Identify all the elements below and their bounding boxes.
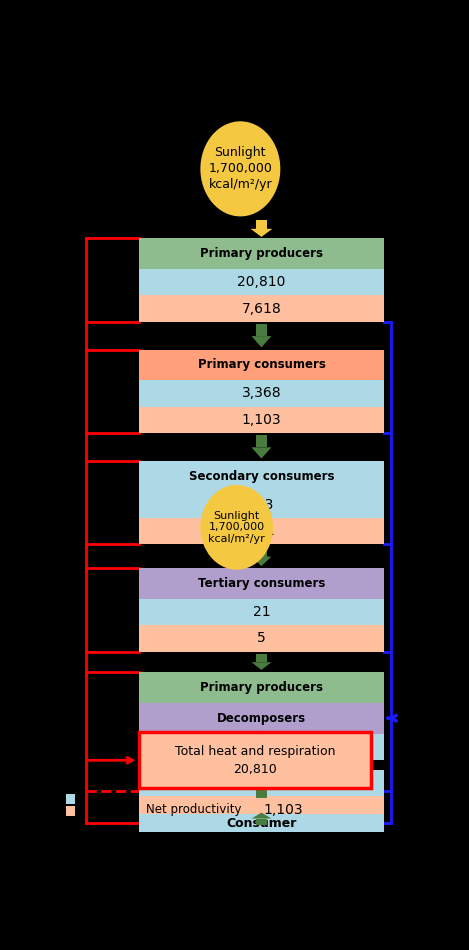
Ellipse shape bbox=[200, 122, 280, 217]
Polygon shape bbox=[251, 730, 272, 763]
Text: Net productivity: Net productivity bbox=[146, 803, 242, 816]
Polygon shape bbox=[251, 662, 272, 670]
FancyBboxPatch shape bbox=[139, 518, 384, 544]
Text: 383: 383 bbox=[248, 498, 275, 512]
Text: Total heat and respiration
20,810: Total heat and respiration 20,810 bbox=[174, 745, 335, 776]
Text: 1,103: 1,103 bbox=[264, 803, 303, 817]
Polygon shape bbox=[251, 336, 272, 348]
Text: Secondary consumers: Secondary consumers bbox=[189, 469, 334, 483]
Text: 111: 111 bbox=[248, 524, 275, 538]
FancyBboxPatch shape bbox=[139, 461, 384, 491]
Polygon shape bbox=[257, 819, 266, 825]
FancyBboxPatch shape bbox=[66, 806, 75, 816]
Text: 7,618: 7,618 bbox=[242, 301, 281, 315]
Text: 3,368: 3,368 bbox=[242, 387, 281, 401]
FancyBboxPatch shape bbox=[139, 814, 384, 832]
FancyBboxPatch shape bbox=[139, 770, 384, 796]
Text: Primary producers: Primary producers bbox=[200, 681, 323, 694]
FancyBboxPatch shape bbox=[139, 350, 384, 380]
Polygon shape bbox=[257, 324, 266, 336]
FancyBboxPatch shape bbox=[139, 625, 384, 652]
FancyBboxPatch shape bbox=[139, 599, 384, 625]
Ellipse shape bbox=[200, 484, 273, 570]
Text: Primary producers: Primary producers bbox=[200, 247, 323, 260]
Text: 20,810: 20,810 bbox=[237, 276, 286, 289]
Polygon shape bbox=[257, 546, 266, 557]
Text: Sunlight
1,700,000
kcal/m²/yr: Sunlight 1,700,000 kcal/m²/yr bbox=[208, 511, 265, 544]
FancyBboxPatch shape bbox=[139, 491, 384, 518]
Text: 5: 5 bbox=[257, 632, 266, 645]
Polygon shape bbox=[251, 557, 272, 566]
FancyBboxPatch shape bbox=[66, 793, 75, 804]
FancyBboxPatch shape bbox=[139, 732, 371, 788]
FancyBboxPatch shape bbox=[139, 407, 384, 433]
FancyBboxPatch shape bbox=[139, 703, 384, 733]
Text: Decomposers: Decomposers bbox=[217, 712, 306, 725]
Polygon shape bbox=[257, 435, 266, 447]
Text: 1,103: 1,103 bbox=[242, 412, 281, 427]
Text: Sunlight
1,700,000
kcal/m²/yr: Sunlight 1,700,000 kcal/m²/yr bbox=[208, 146, 272, 191]
Text: Primary consumers: Primary consumers bbox=[197, 358, 325, 371]
FancyBboxPatch shape bbox=[139, 295, 384, 322]
FancyBboxPatch shape bbox=[139, 796, 384, 823]
Text: 21: 21 bbox=[253, 605, 270, 619]
Polygon shape bbox=[250, 229, 272, 237]
Text: .: . bbox=[260, 759, 263, 769]
Text: 3,368: 3,368 bbox=[242, 776, 281, 790]
Text: Consumer: Consumer bbox=[226, 817, 296, 829]
Polygon shape bbox=[257, 654, 266, 662]
FancyBboxPatch shape bbox=[139, 269, 384, 295]
Polygon shape bbox=[256, 220, 267, 229]
Text: 5,060: 5,060 bbox=[242, 740, 281, 753]
Polygon shape bbox=[257, 763, 266, 798]
Text: Tertiary consumers: Tertiary consumers bbox=[198, 577, 325, 590]
Polygon shape bbox=[251, 812, 272, 819]
Polygon shape bbox=[251, 447, 272, 459]
FancyBboxPatch shape bbox=[139, 733, 384, 760]
FancyBboxPatch shape bbox=[139, 380, 384, 407]
FancyBboxPatch shape bbox=[139, 238, 384, 269]
FancyBboxPatch shape bbox=[139, 673, 384, 703]
FancyBboxPatch shape bbox=[139, 568, 384, 599]
